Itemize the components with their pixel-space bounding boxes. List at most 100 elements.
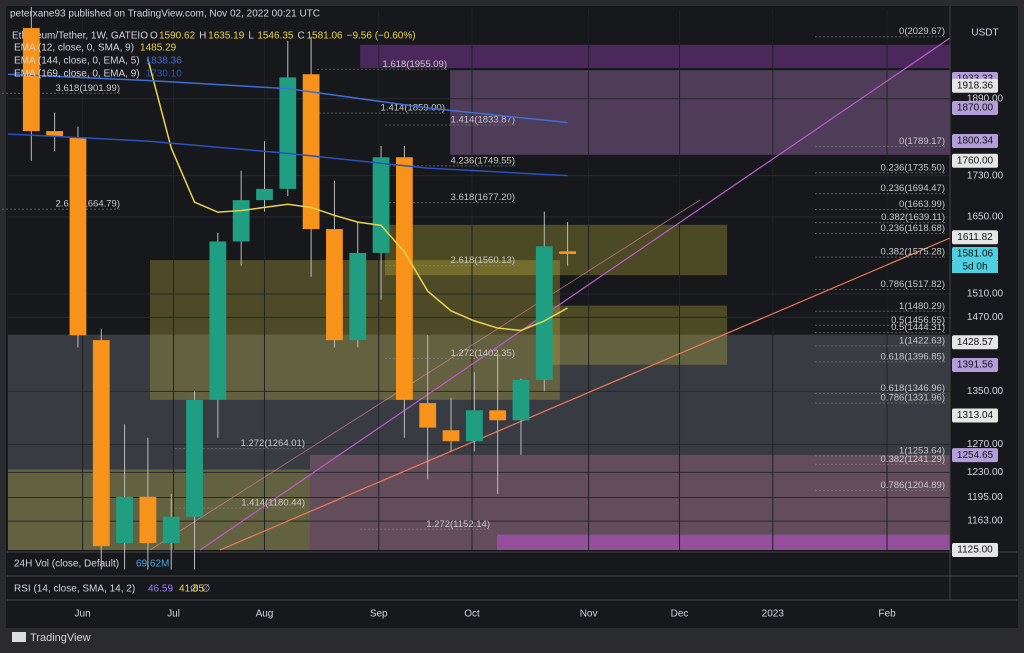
candle-body bbox=[419, 403, 437, 428]
axis-unit: USDT bbox=[971, 28, 998, 39]
candle-body bbox=[302, 74, 320, 230]
candle-body bbox=[162, 516, 180, 544]
price-tag bbox=[952, 100, 998, 115]
fib-zone bbox=[496, 534, 950, 550]
candle-body bbox=[535, 246, 553, 380]
fib-label: 1.414(1180.44) bbox=[241, 498, 305, 509]
price-tag-label: 1313.04 bbox=[957, 410, 994, 421]
fib-label: 0.786(1517.82) bbox=[881, 279, 945, 290]
fib-label: 0.382(1639.11) bbox=[881, 212, 945, 223]
y-tick-label: 1350.00 bbox=[967, 386, 1004, 397]
ohlc-value: 1590.62 bbox=[159, 31, 196, 42]
fib-label: 1.272(1402.35) bbox=[451, 348, 515, 359]
y-tick-label: 1730.00 bbox=[967, 170, 1004, 181]
y-tick-label: 1195.00 bbox=[967, 492, 1003, 503]
price-tag bbox=[952, 408, 998, 423]
fib-zone bbox=[450, 70, 950, 155]
ohlc-name: C bbox=[297, 31, 304, 42]
candle-body bbox=[139, 496, 157, 544]
price-tag bbox=[952, 134, 998, 149]
fib-label: 0.786(1204.89) bbox=[881, 480, 945, 491]
candle-body bbox=[372, 157, 390, 253]
fib-label: 0(1663.99) bbox=[899, 199, 945, 210]
y-tick-label: 1163.00 bbox=[967, 516, 1003, 527]
candle-body bbox=[256, 188, 273, 201]
fib-label: 0.236(1694.47) bbox=[881, 183, 945, 194]
candle-body bbox=[209, 241, 227, 400]
ohlc-value: 1635.19 bbox=[208, 31, 245, 42]
legend-entry: EMA (12, close, 0, SMA, 9) bbox=[14, 43, 134, 54]
fib-label: 3.618(1677.20) bbox=[451, 192, 515, 203]
candle-body bbox=[46, 131, 64, 137]
ohlc-name: L bbox=[248, 31, 254, 42]
x-tick-label: Aug bbox=[256, 609, 274, 620]
y-tick-label: 1890.00 bbox=[967, 93, 1004, 104]
ohlc-value: 1546.35 bbox=[257, 31, 294, 42]
price-tag bbox=[952, 246, 998, 261]
legend-value: 1485.29 bbox=[140, 43, 177, 54]
y-tick-label: 1270.00 bbox=[967, 439, 1004, 450]
fib-label: 0.5(1444.31) bbox=[891, 322, 945, 333]
candle-body bbox=[279, 77, 297, 189]
volume-name: 24H Vol (close, Default) bbox=[14, 559, 119, 570]
price-tag-label: 1125.00 bbox=[957, 545, 993, 556]
price-tag bbox=[952, 230, 998, 245]
candle-body bbox=[349, 252, 367, 341]
rsi-value: 41.85 bbox=[179, 584, 204, 595]
candle-body bbox=[489, 410, 507, 421]
legend-entry: EMA (169, close, 0, EMA, 9) bbox=[14, 69, 140, 80]
y-tick-label: 1230.00 bbox=[967, 467, 1004, 478]
symbol: Ethereum/Tether, 1W, GATEIO bbox=[12, 31, 148, 42]
fib-label: 4.236(1749.55) bbox=[451, 155, 515, 166]
trend-line bbox=[199, 37, 951, 551]
price-tag-label: 1918.36 bbox=[957, 80, 994, 91]
fib-label: 0(2029.67) bbox=[899, 26, 945, 37]
countdown-bg bbox=[952, 260, 998, 273]
price-tag-label: 1870.00 bbox=[957, 103, 994, 114]
volume-value: 69.62M bbox=[136, 559, 169, 570]
x-tick-label: Nov bbox=[580, 609, 598, 620]
change: −9.56 (−0.60%) bbox=[347, 31, 416, 42]
moving-average bbox=[7, 133, 568, 177]
price-tag bbox=[952, 543, 998, 557]
candle-body bbox=[512, 379, 530, 421]
price-tag-label: 1254.65 bbox=[957, 450, 994, 461]
candle-body bbox=[465, 410, 483, 442]
fib-zone bbox=[309, 454, 950, 550]
y-tick-label: 1650.00 bbox=[967, 212, 1004, 223]
legend-value: 1730.10 bbox=[146, 69, 183, 80]
fib-label: 1(1480.29) bbox=[899, 301, 945, 312]
ohlc-value: 1581.06 bbox=[306, 31, 343, 42]
y-tick-label: 1470.00 bbox=[967, 312, 1004, 323]
price-tag-label: 1800.34 bbox=[957, 136, 994, 147]
fib-zone bbox=[8, 334, 950, 550]
candle-body bbox=[232, 200, 250, 242]
candle-body bbox=[69, 137, 87, 336]
rsi-extra: ∅ ∅ bbox=[190, 584, 210, 595]
publisher: peterxane93 published on TradingView.com… bbox=[10, 9, 320, 20]
candle-body bbox=[326, 229, 343, 341]
legend-entry: EMA (144, close, 0, EMA, 5) bbox=[14, 56, 140, 67]
fib-label: 0.5(1456.65) bbox=[891, 315, 945, 326]
fib-label: 2.618(1664.79) bbox=[56, 199, 120, 210]
brand: TradingView bbox=[30, 632, 91, 644]
fib-label: 1.272(1264.01) bbox=[241, 438, 305, 449]
fib-label: 1(1253.64) bbox=[899, 445, 945, 456]
fib-label: 0.236(1735.50) bbox=[881, 162, 945, 173]
trend-line bbox=[149, 199, 701, 551]
price-tag-label: 1391.56 bbox=[957, 360, 994, 371]
y-tick-label: 1510.00 bbox=[967, 289, 1004, 300]
moving-average bbox=[7, 73, 568, 124]
fib-label: 1.618(1955.09) bbox=[383, 59, 447, 70]
fib-label: 2.618(1560.13) bbox=[451, 255, 515, 266]
fib-zone bbox=[385, 224, 728, 276]
fib-label: 0.618(1346.96) bbox=[881, 383, 945, 394]
candle-body bbox=[22, 28, 40, 132]
price-tag bbox=[952, 153, 998, 168]
x-tick-label: Jun bbox=[75, 609, 91, 620]
price-tag-label: 1611.82 bbox=[957, 232, 993, 243]
price-tag bbox=[952, 358, 998, 373]
fib-label: 3.618(1901.99) bbox=[56, 83, 120, 94]
candle-body bbox=[442, 430, 460, 442]
